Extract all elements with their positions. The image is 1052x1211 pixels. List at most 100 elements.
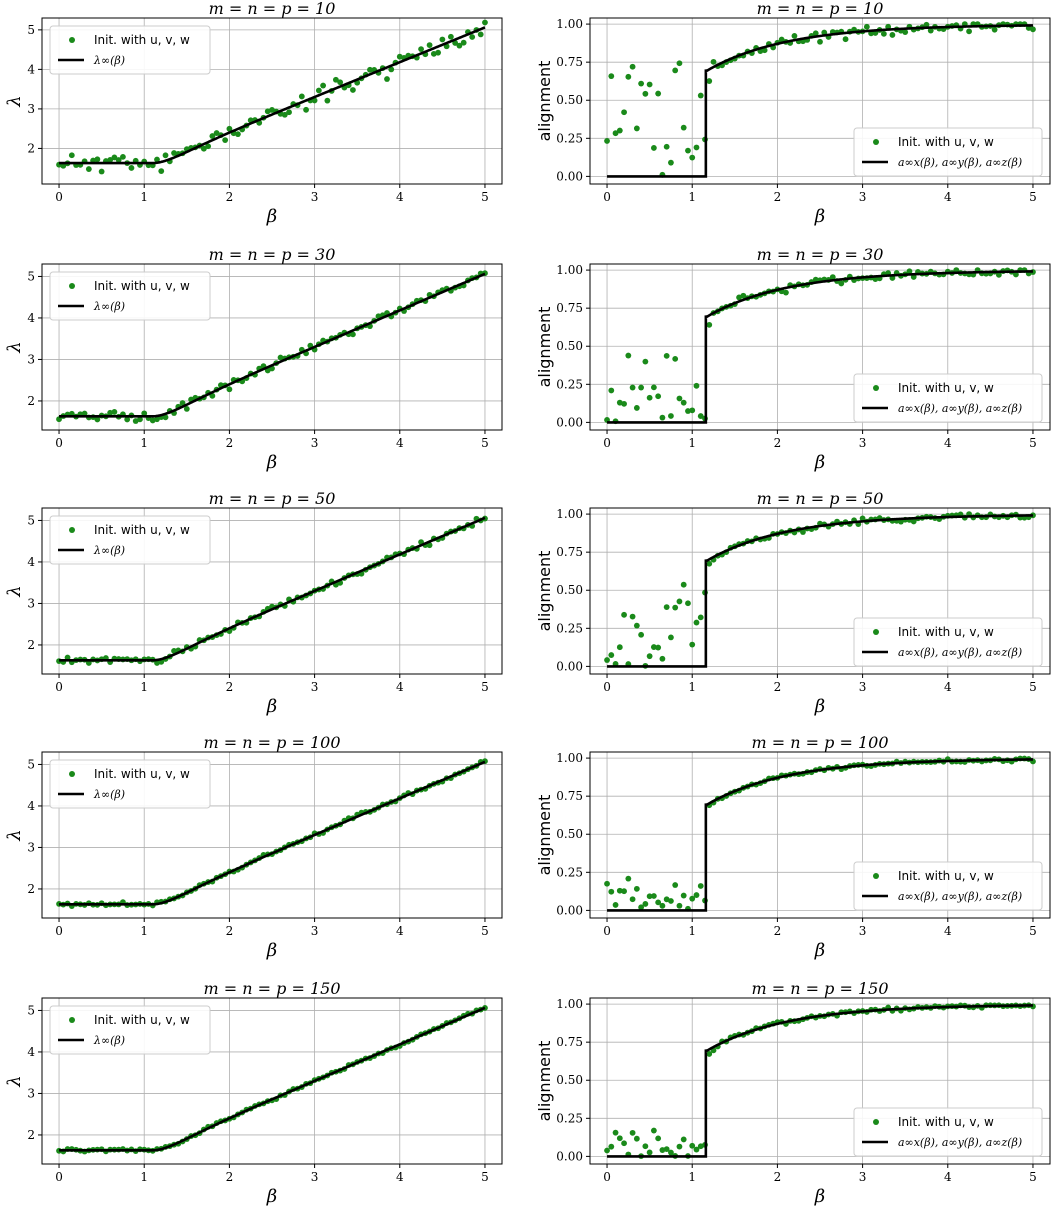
series-line: [607, 758, 1033, 912]
data-point: [676, 1143, 683, 1150]
y-tick-label: 0.25: [556, 865, 583, 879]
chart-panel-8: 0 1 2 3 4 5 0.00 0.25 0.50 0.75 1.00 m = n = p = 10…: [535, 733, 1051, 961]
data-point: [616, 1135, 623, 1142]
series-line: [59, 516, 486, 662]
data-point: [388, 66, 395, 73]
data-point: [663, 604, 670, 611]
legend-marker-scatter: [69, 771, 75, 777]
x-tick-label: 5: [481, 680, 489, 694]
data-point: [829, 274, 836, 280]
y-axis-label: alignment: [535, 795, 554, 876]
plot-frame: [589, 507, 1051, 675]
data-point: [303, 106, 309, 113]
data-point: [642, 90, 649, 97]
y-tick-label: 4: [27, 799, 35, 813]
y-tick-label: 0.00: [556, 1149, 583, 1163]
data-point: [693, 382, 700, 389]
chart-title: m = n = p = 150: [752, 979, 889, 998]
data-point: [625, 352, 632, 359]
data-point: [659, 655, 666, 662]
data-point: [863, 23, 870, 30]
x-tick-label: 3: [311, 436, 319, 450]
data-point: [693, 1146, 700, 1153]
data-point: [663, 1146, 670, 1153]
x-tick-label: 4: [944, 190, 952, 204]
data-point: [625, 875, 632, 882]
y-tick-label: 3: [27, 1086, 35, 1100]
y-tick-label: 5: [27, 1003, 35, 1017]
y-axis-label: λ: [4, 341, 25, 353]
data-point: [477, 31, 484, 38]
data-point: [650, 1127, 657, 1134]
data-point: [668, 159, 674, 166]
data-point: [332, 76, 339, 83]
data-point: [111, 154, 118, 161]
x-tick-label: 0: [603, 924, 611, 938]
data-point: [171, 648, 177, 654]
y-tick-label: 0.50: [556, 827, 583, 841]
data-point: [235, 131, 241, 138]
x-tick-label: 2: [774, 190, 782, 204]
legend-label-scatter: Init. with u, v, w: [94, 767, 190, 781]
chart-panel-1: 0 1 2 3 4 5 2 3 4 5 m = n = p = 10 β λ Init. with u, …: [4, 0, 503, 227]
data-point: [646, 1149, 653, 1156]
chart-title: m = n = p = 50: [757, 489, 884, 508]
data-point: [659, 414, 666, 421]
data-point: [124, 416, 131, 423]
legend-label-line: λ∞(β): [93, 300, 125, 313]
series-line: [59, 1006, 486, 1152]
data-point: [650, 644, 657, 650]
x-tick-label: 0: [603, 1170, 611, 1184]
data-point: [663, 143, 670, 150]
data-point: [646, 394, 653, 401]
data-point: [1030, 26, 1036, 33]
data-point: [98, 168, 105, 175]
data-point: [384, 76, 390, 82]
data-point: [469, 34, 476, 40]
legend-label-line: λ∞(β): [93, 1034, 125, 1047]
data-point: [668, 898, 674, 904]
x-tick-label: 3: [311, 680, 319, 694]
data-point: [659, 902, 666, 909]
data-point: [817, 38, 823, 45]
x-tick-label: 4: [944, 1170, 952, 1184]
legend-label-scatter: Init. with u, v, w: [94, 523, 190, 537]
data-point: [697, 92, 704, 99]
data-point: [608, 652, 615, 658]
data-point: [315, 87, 322, 94]
y-axis-label: λ: [4, 585, 25, 597]
x-tick-label: 3: [859, 436, 867, 450]
data-point: [638, 904, 645, 911]
legend: Init. with u, v, w λ∞(β): [49, 271, 211, 321]
data-point: [680, 1136, 687, 1143]
data-point: [680, 124, 687, 131]
data-point: [995, 271, 1002, 278]
data-point: [680, 581, 687, 588]
legend-box: [853, 861, 1043, 911]
x-tick-label: 5: [1029, 680, 1037, 694]
y-axis-label: alignment: [535, 61, 554, 142]
data-point: [910, 518, 917, 525]
x-axis-label: β: [814, 1186, 825, 1207]
data-point: [621, 109, 627, 116]
x-tick-label: 5: [1029, 436, 1037, 450]
data-point: [183, 406, 190, 412]
data-point: [633, 622, 640, 629]
legend: Init. with u, v, w λ∞(β): [49, 25, 211, 75]
y-axis-label: λ: [4, 1075, 25, 1087]
y-axis-label: λ: [4, 829, 25, 841]
data-point: [693, 144, 700, 151]
data-point: [1013, 271, 1019, 278]
y-tick-label: 0.75: [556, 545, 583, 559]
legend-label-scatter: Init. with u, v, w: [898, 1115, 994, 1129]
data-point: [200, 145, 207, 152]
x-tick-label: 5: [1029, 190, 1037, 204]
x-tick-label: 5: [1029, 924, 1037, 938]
series-line: [59, 272, 486, 418]
data-point: [367, 66, 373, 73]
y-tick-label: 0.25: [556, 377, 583, 391]
data-point: [693, 619, 700, 626]
data-point: [655, 1135, 662, 1142]
data-point: [800, 529, 806, 535]
x-axis-label: β: [266, 940, 277, 961]
